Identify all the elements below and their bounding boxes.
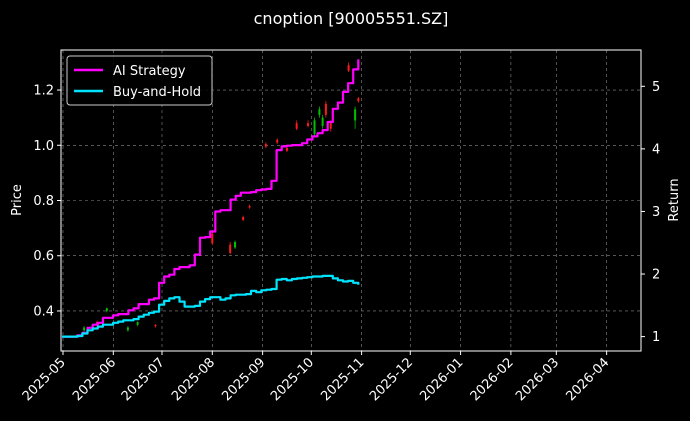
candle-body (276, 139, 279, 143)
candle-body (354, 109, 357, 121)
candle-body (242, 217, 245, 220)
candle-body (324, 103, 327, 115)
y-axis-right: 1 2 3 4 5 (641, 80, 660, 345)
legend-label-ai-strategy: AI Strategy (113, 64, 186, 79)
candle-body (211, 233, 214, 244)
legend: AI Strategy Buy-and-Hold (66, 55, 213, 106)
y-axis-left-label: Price (10, 184, 25, 216)
candle-body (126, 327, 129, 331)
y-right-tick-label: 5 (652, 80, 660, 95)
candle-body (347, 65, 350, 71)
y-left-tick-label: 1.0 (33, 139, 54, 154)
candle-body (295, 123, 298, 129)
y-right-tick-label: 2 (652, 268, 660, 283)
candle-body (248, 206, 251, 208)
y-left-tick-label: 1.2 (33, 84, 54, 99)
candle-body (229, 244, 232, 253)
candle-body (83, 327, 86, 331)
candle-body (321, 117, 324, 126)
candle-body (329, 123, 332, 129)
series-lines (62, 59, 360, 338)
candle-body (307, 123, 310, 126)
series-line-ai-strategy (62, 59, 360, 338)
y-right-tick-label: 4 (652, 142, 660, 157)
chart-title: cnoption [90005551.SZ] (254, 9, 449, 28)
y-left-tick-label: 0.8 (33, 194, 54, 209)
candle-body (264, 143, 267, 147)
candle-body (313, 120, 316, 135)
series-line-buy-and-hold (62, 274, 360, 338)
candle-body (285, 148, 288, 151)
candle-body (154, 324, 157, 327)
candle-body (357, 98, 360, 102)
y-left-tick-label: 0.6 (33, 249, 54, 264)
y-right-tick-label: 1 (652, 330, 660, 345)
gridlines (61, 50, 641, 351)
y-left-tick-label: 0.4 (33, 304, 54, 319)
legend-label-buy-and-hold: Buy-and-Hold (113, 85, 201, 100)
y-axis-right-label: Return (667, 178, 682, 221)
candle-body (136, 322, 139, 325)
candlesticks (83, 62, 360, 332)
candle-body (234, 241, 237, 248)
y-axis-left: 0.4 0.6 0.8 1.0 1.2 (33, 84, 61, 319)
y-right-tick-label: 3 (652, 205, 660, 220)
candle-body (105, 308, 108, 311)
legend-box (66, 55, 213, 106)
candle-body (318, 109, 321, 115)
